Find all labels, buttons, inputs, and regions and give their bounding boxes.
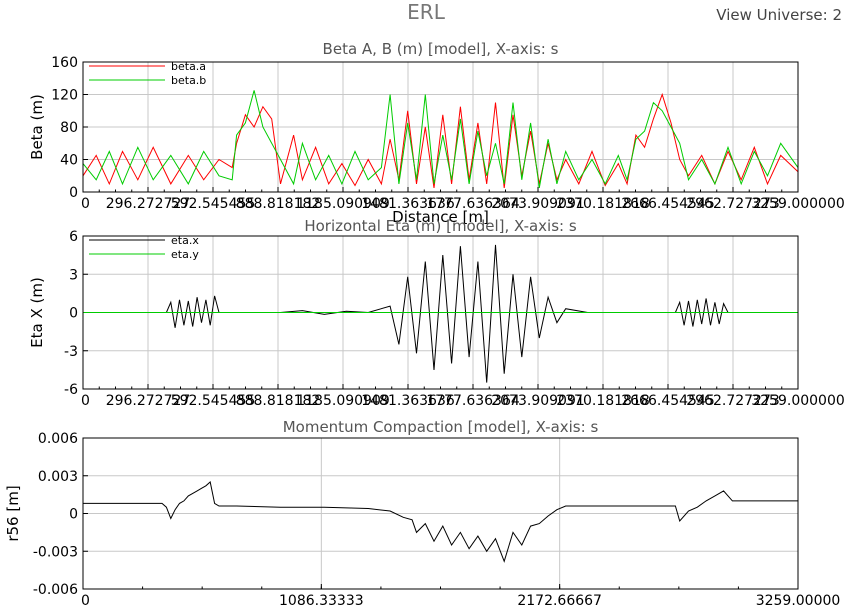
x-tick-label: 2962.727273 <box>686 196 780 212</box>
y-tick-label: 160 <box>51 55 78 71</box>
chart-panel-2: Horizontal Eta (m) [model], X-axis: s 0 29… <box>28 217 845 409</box>
y-tick-label: 80 <box>60 120 78 136</box>
y-tick-label: -6 <box>64 382 78 398</box>
y-tick-label: 0 <box>69 507 78 523</box>
y-axis-label: Beta (m) <box>28 94 46 160</box>
x-tick-label: 3259.00000 <box>756 593 841 609</box>
x-tick-label: 1185.090909 <box>296 393 390 409</box>
x-tick-label: 0 <box>81 593 90 609</box>
x-tick-label: 2666.454545 <box>621 196 715 212</box>
plot-frame <box>82 437 799 590</box>
chart-title: Beta A, B (m) [model], X-axis: s <box>323 40 559 58</box>
series-line-beta-a <box>82 92 799 188</box>
x-tick-label: 592.545455 <box>171 196 256 212</box>
chart-panel-3: Momentum Compaction [model], X-axis: s 0 1… <box>4 418 840 609</box>
y-tick-label: 0 <box>69 306 78 322</box>
x-tick-label: 0 <box>81 393 90 409</box>
x-tick-label: 1481.363636 <box>361 393 455 409</box>
plot-frame <box>82 235 799 390</box>
legend-label: eta.y <box>171 248 199 261</box>
x-tick-label: 888.818182 <box>236 196 321 212</box>
y-axis-label: r56 [m] <box>4 485 22 541</box>
x-tick-label: 3259.000000 <box>751 393 845 409</box>
chart-title: Momentum Compaction [model], X-axis: s <box>283 418 599 436</box>
y-tick-label: 0.003 <box>38 469 78 485</box>
x-tick-label: 0 <box>81 196 90 212</box>
x-tick-label: 2172.66667 <box>517 593 602 609</box>
x-tick-label: 2370.181818 <box>556 393 650 409</box>
y-axis-label: Eta X (m) <box>28 277 46 348</box>
legend-label: beta.b <box>171 74 206 87</box>
y-tick-label: 120 <box>51 88 78 104</box>
chart-panel-1: Beta A, B (m) [model], X-axis: s 0 296.272… <box>28 40 845 226</box>
x-tick-label: 2073.909091 <box>491 393 585 409</box>
series-line-r56 <box>83 481 798 563</box>
x-tick-label: 1777.636364 <box>426 196 520 212</box>
y-tick-label: -0.006 <box>33 582 78 598</box>
y-tick-label: 40 <box>60 153 78 169</box>
x-tick-label: 2370.181818 <box>556 196 650 212</box>
y-tick-label: -0.003 <box>33 544 78 560</box>
view-universe-label: View Universe: <box>716 6 828 24</box>
x-tick-label: 296.272727 <box>106 196 191 212</box>
x-tick-label: 2962.727273 <box>686 393 780 409</box>
view-universe-indicator: View Universe: 2 <box>716 6 842 24</box>
y-tick-label: 6 <box>69 229 78 245</box>
legend-label: eta.x <box>171 234 199 247</box>
series-line-eta-x <box>83 244 798 383</box>
chart-title: Horizontal Eta (m) [model], X-axis: s <box>304 217 577 235</box>
y-tick-label: 0.006 <box>38 431 78 447</box>
x-tick-label: 592.545455 <box>171 393 256 409</box>
x-tick-label: 296.272727 <box>106 393 191 409</box>
x-tick-label: 3259.000000 <box>751 196 845 212</box>
x-tick-label: 2666.454545 <box>621 393 715 409</box>
x-tick-label: 888.818182 <box>236 393 321 409</box>
view-universe-value: 2 <box>832 6 842 24</box>
app-title: ERL <box>407 0 445 24</box>
legend-label: beta.a <box>171 60 206 73</box>
y-tick-label: 0 <box>69 185 78 201</box>
x-tick-label: 1086.33333 <box>279 593 364 609</box>
x-tick-label: 2073.909091 <box>491 196 585 212</box>
plot-frame <box>82 61 799 193</box>
x-axis-label: Distance [m] <box>392 208 489 226</box>
y-tick-label: -3 <box>64 344 78 360</box>
x-tick-label: 1185.090909 <box>296 196 390 212</box>
series-line-beta-b <box>82 90 799 188</box>
y-tick-label: 3 <box>69 267 78 283</box>
x-tick-label: 1481.363636 <box>361 196 455 212</box>
x-tick-label: 1777.636364 <box>426 393 520 409</box>
